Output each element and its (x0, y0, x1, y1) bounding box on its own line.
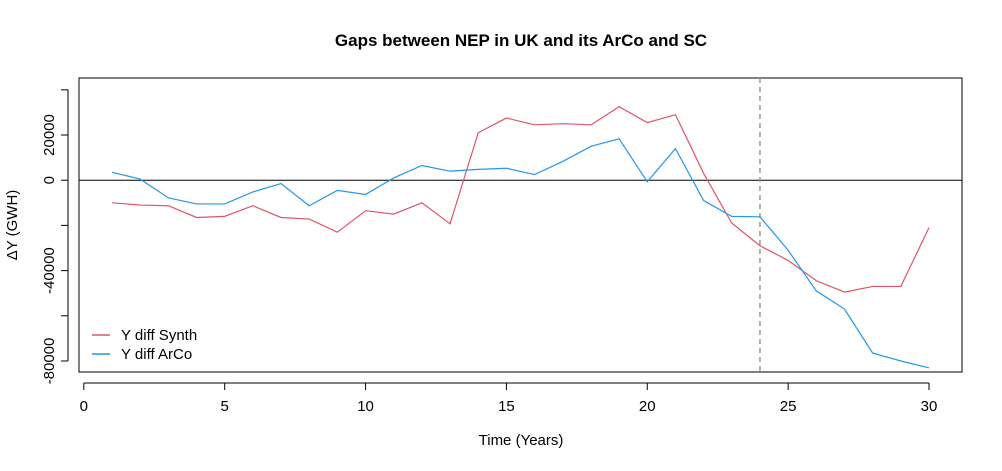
x-tick-label: 15 (498, 398, 515, 415)
y-tick-label: 20000 (41, 114, 58, 156)
x-tick-label: 0 (80, 398, 88, 415)
legend-entry: Y diff Synth (121, 327, 197, 344)
plot-area (78, 77, 963, 373)
y-tick-label: -80000 (41, 338, 58, 385)
y-tick-label: 0 (41, 176, 58, 184)
series-group (111, 106, 930, 369)
x-axis-label: Time (Years) (479, 432, 564, 449)
reference-lines (79, 78, 962, 372)
series-line-y-diff-synth (111, 106, 930, 293)
x-axis: 0 5 10 15 20 25 30 (80, 382, 938, 415)
chart-title: Gaps between NEP in UK and its ArCo and … (335, 31, 707, 50)
legend-entry: Y diff ArCo (121, 346, 192, 363)
x-tick-label: 20 (639, 398, 656, 415)
x-tick-label: 25 (780, 398, 797, 415)
legend: Y diff Synth Y diff ArCo (92, 327, 197, 363)
series-line-y-diff-arco (111, 138, 930, 369)
y-axis: -80000 -40000 0 20000 (41, 89, 69, 385)
y-tick-label: -40000 (41, 247, 58, 294)
x-tick-label: 30 (921, 398, 938, 415)
x-tick-label: 10 (357, 398, 374, 415)
y-axis-label: ΔY (GWH) (4, 190, 21, 261)
x-tick-label: 5 (221, 398, 229, 415)
